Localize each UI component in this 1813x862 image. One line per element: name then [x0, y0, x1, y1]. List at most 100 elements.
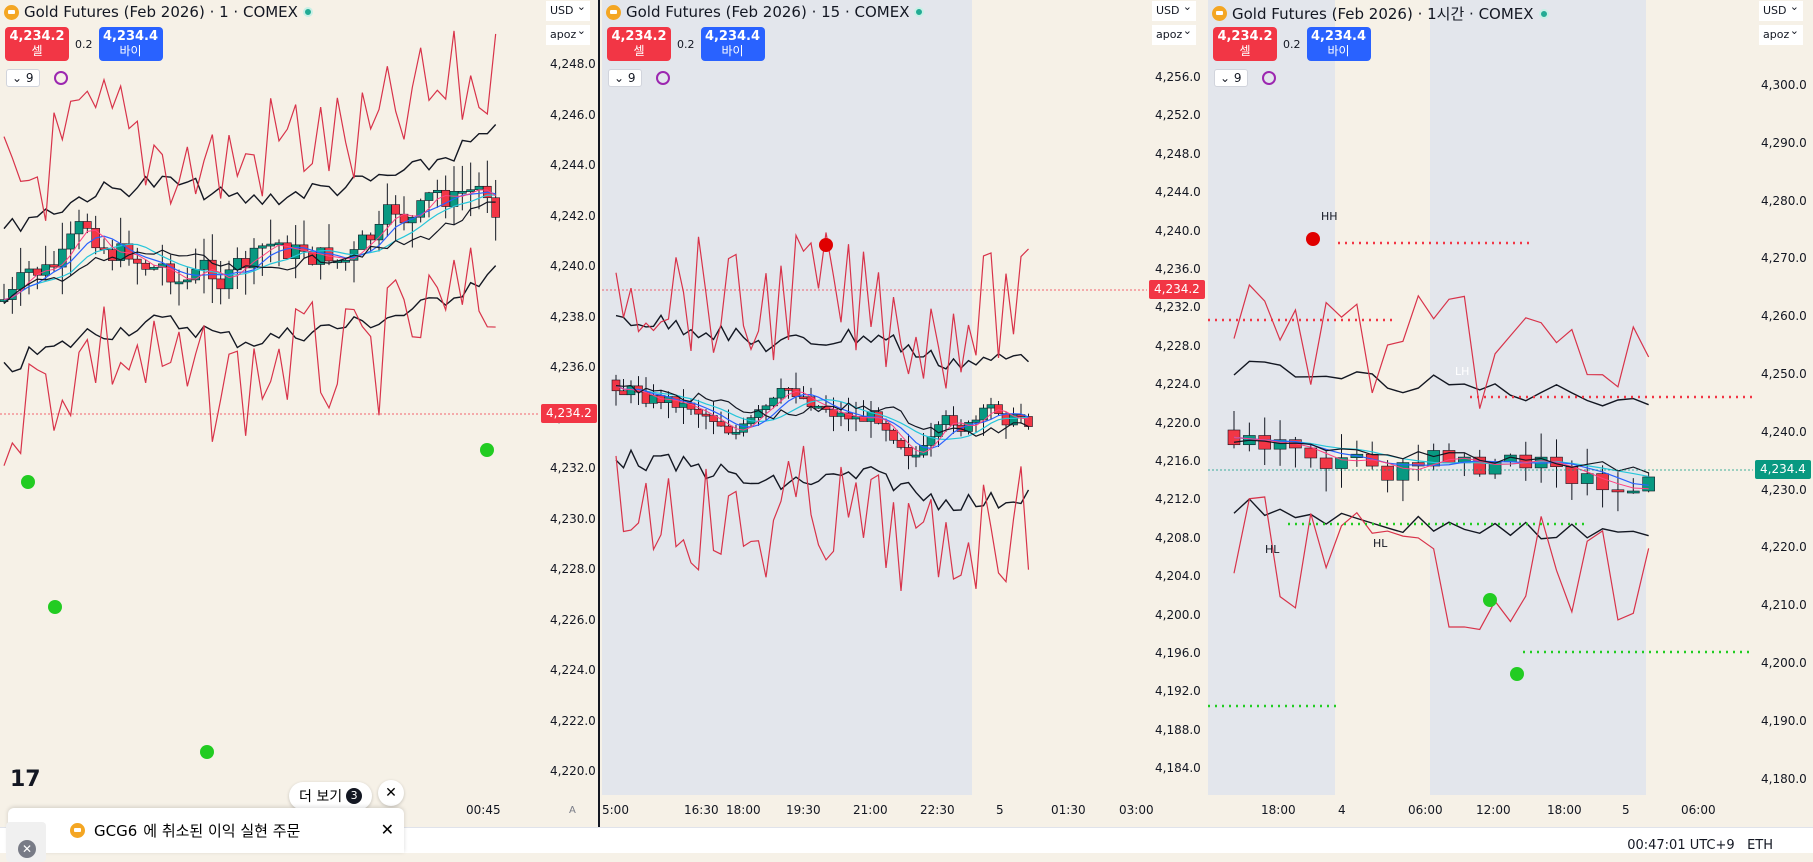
- time-tick: 12:00: [1476, 803, 1511, 817]
- time-tick: 16:30: [684, 803, 719, 817]
- sync-icon[interactable]: [655, 71, 670, 85]
- time-tick: 00:45: [466, 803, 501, 817]
- candle: [926, 436, 936, 446]
- indicator-select[interactable]: apoz: [546, 21, 590, 45]
- candle: [971, 419, 981, 423]
- signal-dot: [1306, 232, 1320, 246]
- indicators-toggle[interactable]: ⌄ 9: [6, 69, 68, 87]
- candle: [424, 192, 434, 201]
- candle: [141, 262, 150, 270]
- indicator-count[interactable]: ⌄ 9: [608, 69, 642, 87]
- indicator-count[interactable]: ⌄ 9: [1214, 69, 1248, 87]
- bollinger-upper: [1233, 360, 1649, 407]
- bollinger-mid: [615, 384, 1029, 437]
- indicator-name: apoz: [550, 28, 577, 41]
- time-tick: 01:30: [1051, 803, 1086, 817]
- symbol-header[interactable]: Gold Futures (Feb 2026) · 1시간 · COMEX: [1212, 3, 1549, 24]
- symbol-header[interactable]: Gold Futures (Feb 2026) · 1 · COMEX: [4, 3, 313, 21]
- price-tick: 4,300.0: [1761, 78, 1807, 92]
- chart-canvas-2[interactable]: [602, 0, 1206, 827]
- currency-select[interactable]: USD: [1152, 0, 1196, 21]
- envelope-lower: [3, 247, 496, 466]
- close-icon[interactable]: ✕: [380, 820, 394, 839]
- price-tick: 4,240.0: [550, 259, 596, 273]
- gold-logo-icon: [70, 823, 85, 838]
- buy-price: 4,234.4: [1310, 29, 1367, 44]
- candle: [671, 396, 681, 408]
- sell-button[interactable]: 4,234.2 셀: [1213, 27, 1277, 61]
- indicator-count[interactable]: ⌄ 9: [6, 69, 40, 87]
- notification-toast[interactable]: ✕ GCG6 에 취소된 이익 실현 주문 ✕: [6, 808, 404, 862]
- candle: [291, 244, 300, 259]
- current-price-label: 4,234.2: [1149, 280, 1205, 299]
- ma-line: [1233, 436, 1649, 490]
- buy-button[interactable]: 4,234.4 바이: [700, 27, 765, 61]
- indicator-select[interactable]: apoz: [1759, 21, 1803, 45]
- gold-logo-icon: [1212, 6, 1227, 21]
- time-tick: 18:00: [726, 803, 761, 817]
- time-tick: 06:00: [1408, 803, 1443, 817]
- bollinger-upper: [3, 124, 497, 233]
- lh-label: LH: [1455, 365, 1470, 378]
- auto-scale-button[interactable]: A: [569, 805, 576, 816]
- price-tick: 4,242.0: [550, 208, 596, 223]
- sync-icon[interactable]: [53, 71, 68, 85]
- clock[interactable]: 00:47:01 UTC+9 ETH: [1627, 838, 1773, 853]
- price-tick: 4,270.0: [1761, 251, 1807, 266]
- bollinger-mid: [1233, 439, 1649, 474]
- candle: [934, 424, 943, 437]
- sync-icon[interactable]: [1261, 71, 1276, 85]
- indicators-toggle[interactable]: ⌄ 9: [608, 69, 670, 87]
- chart-panel-1h[interactable]: Gold Futures (Feb 2026) · 1시간 · COMEX 4,…: [1208, 0, 1813, 827]
- chart-panel-1m[interactable]: Gold Futures (Feb 2026) · 1 · COMEX 4,23…: [0, 0, 600, 827]
- candle: [1565, 466, 1579, 484]
- candle: [769, 397, 778, 407]
- candle: [844, 412, 853, 420]
- price-tick: 4,226.0: [550, 612, 596, 627]
- candle: [1381, 465, 1394, 481]
- price-tick: 4,200.0: [1761, 656, 1807, 670]
- candle: [108, 249, 117, 261]
- candle: [986, 404, 996, 409]
- buy-button[interactable]: 4,234.4 바이: [1306, 27, 1371, 61]
- price-tick: 4,190.0: [1761, 713, 1807, 728]
- candle: [701, 413, 711, 417]
- symbol-header[interactable]: Gold Futures (Feb 2026) · 15 · COMEX: [606, 3, 925, 21]
- sell-button[interactable]: 4,234.2 셀: [5, 27, 69, 61]
- sell-price: 4,234.2: [9, 29, 65, 44]
- chart-panel-15m[interactable]: Gold Futures (Feb 2026) · 15 · COMEX 4,2…: [602, 0, 1206, 827]
- candle: [366, 234, 375, 241]
- candle: [216, 278, 225, 290]
- currency-value: USD: [550, 4, 574, 17]
- market-open-icon: [914, 7, 925, 17]
- currency-select[interactable]: USD: [546, 0, 590, 21]
- indicator-select[interactable]: apoz: [1152, 21, 1196, 45]
- symbol-title: Gold Futures (Feb 2026) · 15 · COMEX: [626, 3, 910, 21]
- buy-button[interactable]: 4,234.4 바이: [98, 27, 163, 61]
- price-tick: 4,224.0: [550, 663, 596, 677]
- session-label: ETH: [1747, 838, 1773, 853]
- symbol-title: Gold Futures (Feb 2026) · 1 · COMEX: [24, 3, 298, 21]
- ma-line: [3, 191, 496, 301]
- price-tick: 4,196.0: [1155, 646, 1201, 660]
- ma-line: [3, 189, 496, 301]
- price-tick: 4,248.0: [1155, 146, 1201, 161]
- candle: [266, 243, 275, 247]
- indicator-name: apoz: [1156, 28, 1183, 41]
- trade-buttons: 4,234.2 셀 0.2 4,234.4 바이: [607, 27, 765, 61]
- price-tick: 4,220.0: [1761, 540, 1807, 555]
- indicators-toggle[interactable]: ⌄ 9: [1214, 69, 1276, 87]
- bollinger-lower: [1233, 498, 1649, 540]
- time-tick: 18:00: [1547, 803, 1582, 817]
- sell-button[interactable]: 4,234.2 셀: [607, 27, 671, 61]
- more-button[interactable]: 더 보기 3: [289, 782, 373, 810]
- session-shade: [1208, 0, 1335, 795]
- chart-canvas-1[interactable]: [0, 0, 600, 827]
- candle: [1519, 454, 1533, 469]
- chart-canvas-3[interactable]: [1208, 0, 1813, 827]
- currency-select[interactable]: USD: [1759, 0, 1803, 21]
- price-tick: 4,246.0: [550, 107, 596, 122]
- price-tick: 4,230.0: [550, 511, 596, 526]
- close-icon[interactable]: ✕: [378, 780, 404, 806]
- envelope-upper: [1233, 283, 1650, 409]
